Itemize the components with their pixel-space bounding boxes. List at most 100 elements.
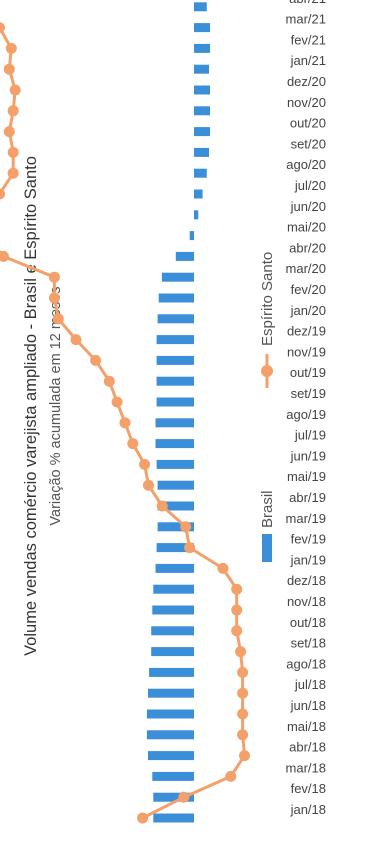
line-point-espirito-santo <box>231 625 243 637</box>
series-line-espirito-santo <box>0 5 246 820</box>
bar-brasil <box>157 480 195 490</box>
bar-brasil <box>152 771 195 781</box>
line-point-espirito-santo <box>90 354 102 366</box>
line-point-espirito-santo <box>48 292 60 304</box>
bar-brasil <box>146 730 194 740</box>
x-tick-label: jan/19 <box>290 552 326 567</box>
x-tick-label: dez/20 <box>287 74 326 89</box>
x-tick-label: dez/18 <box>287 573 326 588</box>
bar-brasil <box>194 43 210 53</box>
line-point-espirito-santo <box>239 750 250 762</box>
x-tick-label: jun/18 <box>290 698 326 713</box>
x-tick-label: set/19 <box>291 386 326 401</box>
legend-swatch-brasil <box>262 534 272 562</box>
bar-brasil <box>155 563 194 573</box>
x-tick-label: jan/20 <box>290 303 326 318</box>
x-tick-label: jan/18 <box>290 802 326 817</box>
x-tick-label: fev/21 <box>291 32 326 47</box>
x-tick-label: mar/19 <box>286 511 326 526</box>
line-point-espirito-santo <box>217 562 229 574</box>
x-tick-label: set/18 <box>291 636 326 651</box>
x-tick-label: nov/20 <box>287 95 326 110</box>
bar-brasil <box>153 813 195 823</box>
bar-brasil <box>194 168 207 178</box>
x-tick-label: jul/19 <box>294 428 326 443</box>
x-tick-label: ago/19 <box>286 407 326 422</box>
x-tick-label: fev/18 <box>291 781 326 796</box>
bar-brasil <box>194 147 209 157</box>
x-tick-label: mai/18 <box>287 719 326 734</box>
bar-brasil <box>156 459 195 469</box>
line-point-espirito-santo <box>7 167 19 179</box>
bar-brasil <box>194 2 207 12</box>
x-tick-label: mai/20 <box>287 220 326 235</box>
bar-brasil <box>152 605 195 615</box>
bar-brasil <box>155 439 194 449</box>
chart-subtitle: Variação % acumulada em 12 meses <box>48 286 64 525</box>
bar-brasil <box>148 751 194 761</box>
chart-title: Volume vendas comércio varejista ampliad… <box>22 156 40 656</box>
bar-brasil <box>194 85 210 95</box>
line-point-espirito-santo <box>225 770 237 782</box>
x-tick-label: out/19 <box>290 365 326 380</box>
bar-brasil <box>151 647 194 657</box>
bar-brasil <box>194 189 203 199</box>
x-tick-label: mai/19 <box>287 469 326 484</box>
line-point-espirito-santo <box>137 812 149 824</box>
line-point-espirito-santo <box>48 271 60 283</box>
bar-brasil <box>194 23 210 33</box>
x-tick-label: out/18 <box>290 615 326 630</box>
line-point-espirito-santo <box>7 105 19 117</box>
line-point-espirito-santo <box>111 396 123 408</box>
line-point-espirito-santo <box>184 542 196 554</box>
line-point-espirito-santo <box>103 375 115 387</box>
line-point-espirito-santo <box>237 687 249 699</box>
line-point-espirito-santo <box>231 583 243 595</box>
x-tick-label: jan/21 <box>290 53 326 68</box>
legend-label-espirito-santo: Espírito Santo <box>259 252 276 346</box>
legend-label-brasil: Brasil <box>259 490 276 528</box>
x-tick-label: abr/18 <box>289 740 326 755</box>
line-point-espirito-santo <box>180 521 192 533</box>
x-tick-label: fev/20 <box>291 282 326 297</box>
bar-brasil <box>189 231 194 241</box>
bar-brasil <box>151 626 194 636</box>
line-point-espirito-santo <box>127 438 139 450</box>
bar-brasil <box>194 64 209 74</box>
bar-brasil <box>146 709 194 719</box>
line-point-espirito-santo <box>70 334 82 346</box>
line-point-espirito-santo <box>235 646 247 658</box>
plot-area: 11,53, <box>0 2 250 824</box>
bar-brasil <box>175 251 195 261</box>
bar-brasil <box>156 355 195 365</box>
x-tick-label: abr/21 <box>289 0 326 6</box>
x-tick-label: jul/20 <box>294 178 326 193</box>
line-point-espirito-santo <box>0 250 9 262</box>
bar-brasil <box>156 376 195 386</box>
line-point-espirito-santo <box>237 666 249 678</box>
x-tick-label: fev/19 <box>291 532 326 547</box>
bar-brasil <box>148 688 194 698</box>
line-point-espirito-santo <box>237 708 249 720</box>
x-tick-label: jul/18 <box>294 677 326 692</box>
legend-marker-espirito-santo <box>261 365 273 377</box>
x-tick-label: abr/19 <box>289 490 326 505</box>
bar-brasil <box>158 293 194 303</box>
line-point-espirito-santo <box>237 729 249 741</box>
line-point-espirito-santo <box>231 604 243 616</box>
x-axis-labels: jan/18 fev/18 mar/18 abr/18 mai/18 jun/18 jul/… <box>286 0 326 817</box>
x-tick-label: ago/20 <box>286 157 326 172</box>
line-point-espirito-santo <box>139 458 151 470</box>
x-tick-label: jun/19 <box>290 448 326 463</box>
line-point-espirito-santo <box>178 791 190 803</box>
x-tick-label: mar/18 <box>286 760 326 775</box>
x-tick-label: ago/18 <box>286 656 326 671</box>
line-point-espirito-santo <box>52 313 64 325</box>
line-point-espirito-santo <box>3 126 15 138</box>
line-point-espirito-santo <box>0 188 5 200</box>
x-tick-label: mar/21 <box>286 12 326 27</box>
line-point-espirito-santo <box>156 500 168 512</box>
bar-brasil <box>157 314 195 324</box>
bar-brasil <box>156 397 195 407</box>
